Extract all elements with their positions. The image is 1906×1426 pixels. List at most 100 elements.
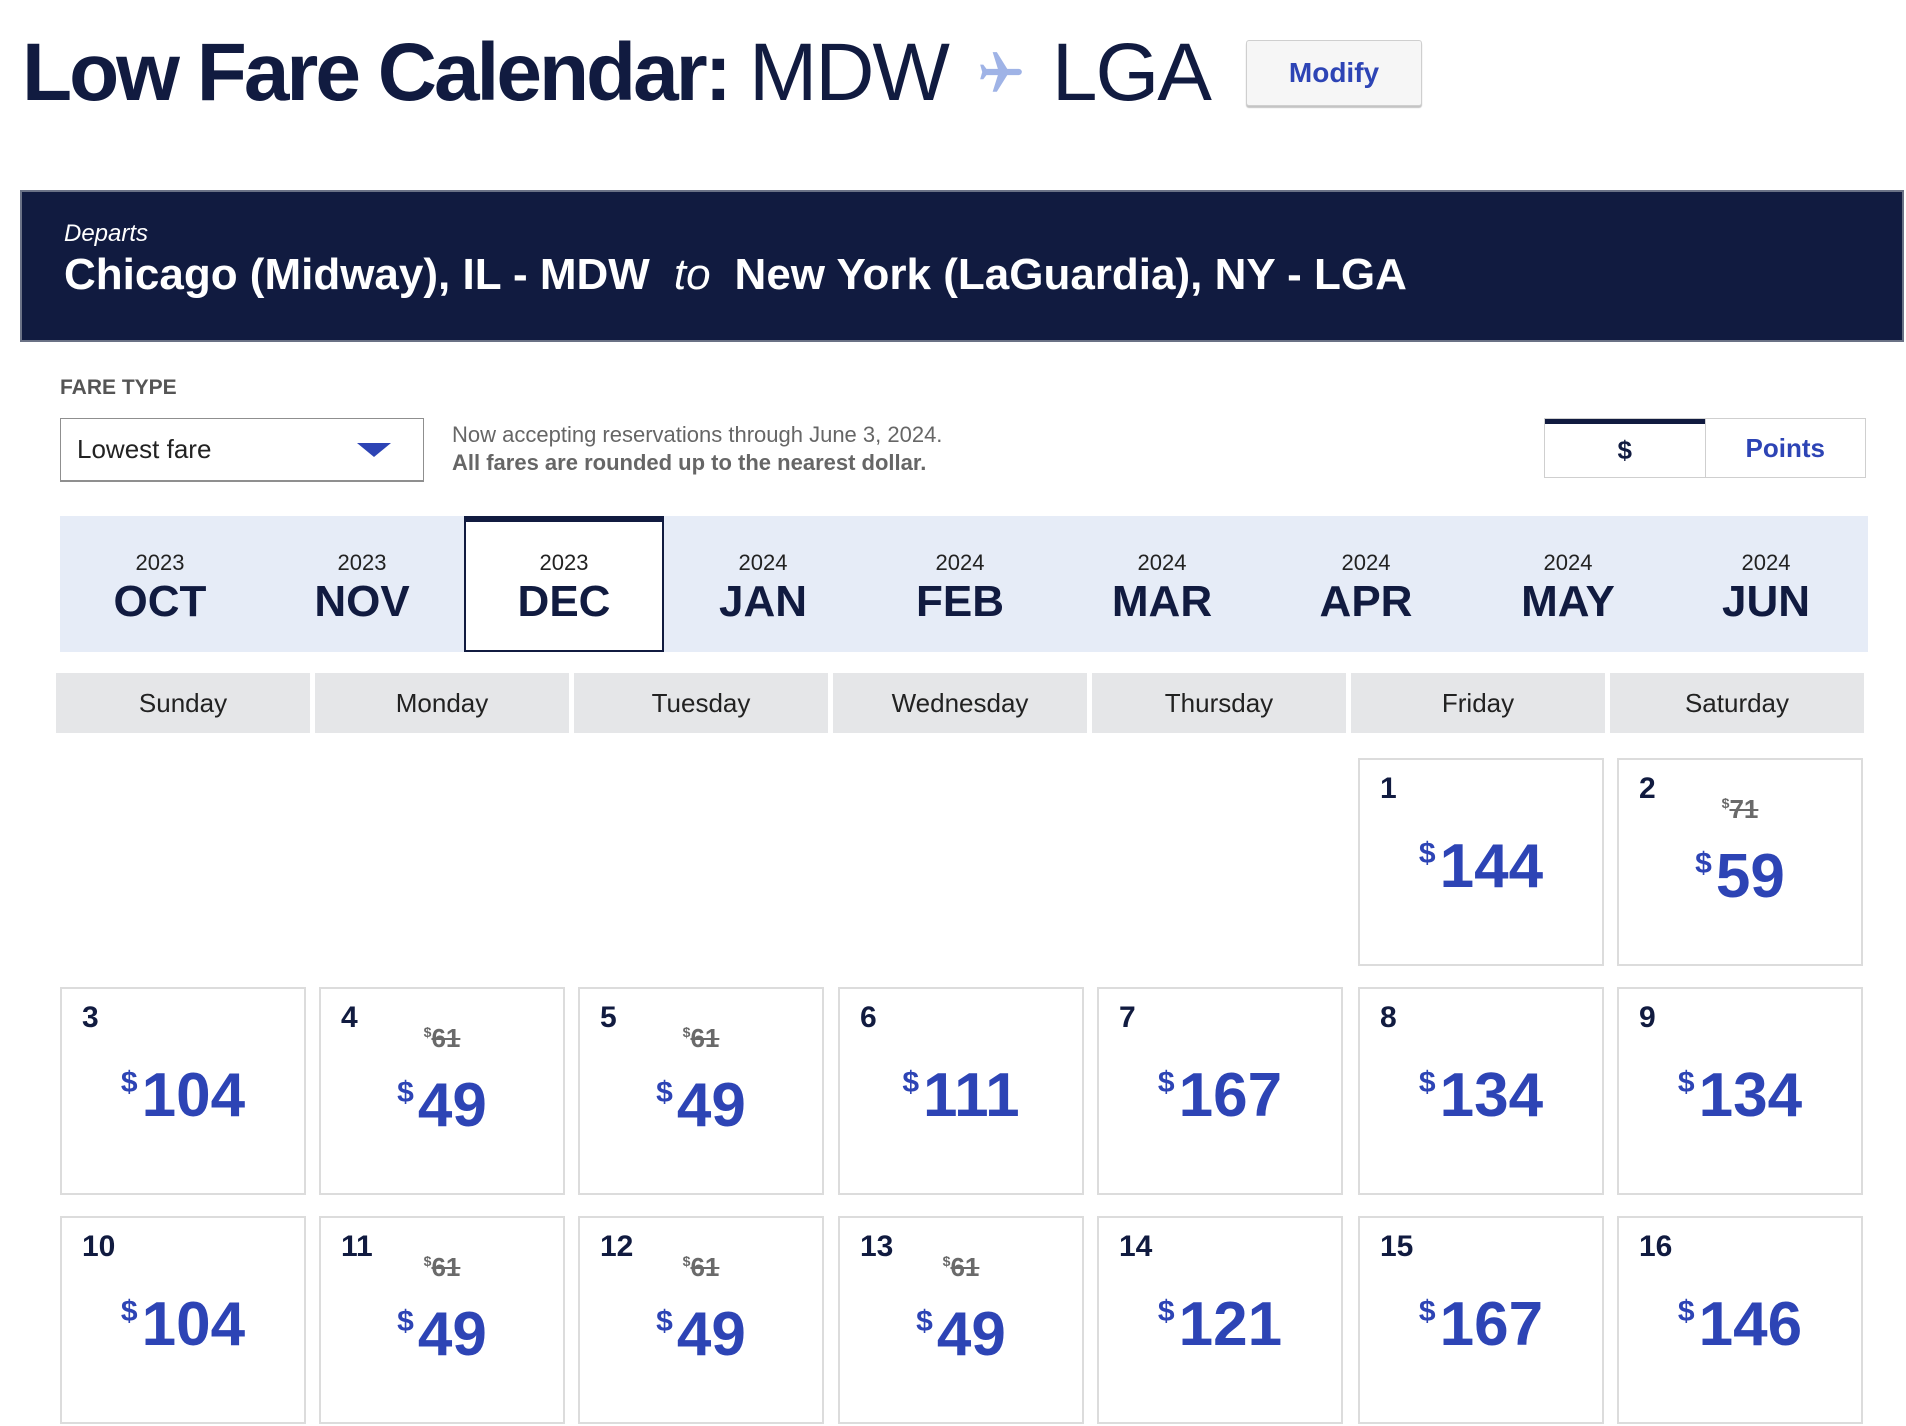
weekday-label: Friday: [1351, 673, 1605, 733]
fare-type-select[interactable]: Lowest fare: [60, 418, 424, 482]
day-number: 5: [600, 1001, 617, 1034]
calendar-day[interactable]: 1 $144: [1358, 758, 1604, 966]
currency-symbol: $: [120, 1295, 138, 1328]
weekday-header: Sunday Monday Tuesday Wednesday Thursday…: [56, 673, 1868, 733]
month-year: 2024: [1137, 550, 1187, 575]
month-year: 2024: [935, 550, 985, 575]
original-fare: $61: [321, 1023, 563, 1054]
calendar-day[interactable]: 6 $111: [838, 987, 1084, 1195]
route-text: Chicago (Midway), IL - MDW to New York (La…: [64, 250, 1407, 300]
month-tab-may[interactable]: 2024 MAY: [1468, 516, 1668, 652]
calendar-day[interactable]: 16 $146: [1617, 1216, 1863, 1424]
original-fare: $61: [840, 1252, 1082, 1283]
currency-symbol: $: [656, 1076, 673, 1109]
fare-price: $104: [62, 1272, 304, 1365]
to-label: to: [673, 250, 711, 299]
day-number: 8: [1380, 1001, 1397, 1034]
currency-symbol: $: [942, 1253, 951, 1269]
calendar-day[interactable]: 3 $104: [60, 987, 306, 1195]
fare-type-label: FARE TYPE: [60, 376, 177, 399]
fare-price: $49: [321, 1282, 563, 1375]
calendar-day[interactable]: 15 $167: [1358, 1216, 1604, 1424]
fare-amount: 134: [1439, 1061, 1544, 1130]
original-fare-amount: 61: [690, 1023, 720, 1053]
month-tab-jan[interactable]: 2024 JAN: [663, 516, 863, 652]
month-year: 2024: [1741, 550, 1791, 575]
destination-code: LGA: [1051, 27, 1212, 118]
month-tab-dec[interactable]: 2023 DEC: [464, 516, 664, 652]
plane-icon: [976, 48, 1026, 98]
calendar-day[interactable]: 14 $121: [1097, 1216, 1343, 1424]
month-year: 2023: [337, 550, 387, 575]
original-fare-amount: 61: [431, 1252, 461, 1282]
currency-symbol: $: [682, 1024, 691, 1040]
month-name: MAR: [1111, 577, 1213, 626]
fare-amount: 49: [676, 1300, 746, 1369]
month-tab-apr[interactable]: 2024 APR: [1266, 516, 1466, 652]
modify-button[interactable]: Modify: [1246, 40, 1422, 106]
reservation-notice: Now accepting reservations through June …: [452, 421, 942, 477]
month-tab-jun[interactable]: 2024 JUN: [1666, 516, 1866, 652]
day-number: 1: [1380, 772, 1397, 805]
currency-symbol: $: [1677, 1066, 1695, 1099]
fare-price: $49: [580, 1053, 822, 1146]
month-year: 2023: [539, 550, 589, 575]
page-title: Low Fare Calendar: MDW LGA: [22, 27, 1212, 118]
calendar-day[interactable]: 4 $61 $49: [319, 987, 565, 1195]
fare-amount: 49: [417, 1071, 487, 1140]
fare-price: $111: [840, 1043, 1082, 1136]
month-tab-nov[interactable]: 2023 NOV: [262, 516, 462, 652]
day-number: 11: [341, 1230, 373, 1263]
page-title-prefix: Low Fare Calendar:: [22, 27, 732, 118]
calendar-day[interactable]: 11 $61 $49: [319, 1216, 565, 1424]
fare-price: $49: [840, 1282, 1082, 1375]
currency-symbol: $: [423, 1253, 432, 1269]
fare-amount: 134: [1698, 1061, 1803, 1130]
day-number: 3: [82, 1001, 99, 1034]
currency-symbol: $: [1721, 795, 1730, 811]
origin-city: Chicago (Midway), IL - MDW: [64, 250, 650, 299]
day-number: 13: [860, 1230, 894, 1263]
month-tab-feb[interactable]: 2024 FEB: [860, 516, 1060, 652]
calendar-day[interactable]: 5 $61 $49: [578, 987, 824, 1195]
day-number: 7: [1119, 1001, 1136, 1034]
currency-toggle: $ Points: [1544, 418, 1866, 478]
calendar-day[interactable]: 10 $104: [60, 1216, 306, 1424]
calendar-day[interactable]: 12 $61 $49: [578, 1216, 824, 1424]
original-fare: $61: [580, 1252, 822, 1283]
weekday-label: Sunday: [56, 673, 310, 733]
fare-price: $134: [1619, 1043, 1861, 1136]
notice-line-1: Now accepting reservations through June …: [452, 422, 943, 447]
fare-amount: 49: [936, 1300, 1006, 1369]
month-name: JAN: [718, 577, 808, 626]
departs-label: Departs: [64, 220, 149, 247]
currency-symbol: $: [120, 1066, 138, 1099]
points-tab[interactable]: Points: [1704, 419, 1866, 477]
weekday-label: Thursday: [1092, 673, 1346, 733]
calendar-day[interactable]: 2 $71 $59: [1617, 758, 1863, 966]
original-fare-amount: 61: [690, 1252, 720, 1282]
calendar-day[interactable]: 9 $134: [1617, 987, 1863, 1195]
currency-symbol: $: [916, 1305, 933, 1338]
fare-amount: 49: [417, 1300, 487, 1369]
day-number: 4: [341, 1001, 358, 1034]
fare-price: $59: [1619, 824, 1861, 917]
month-tab-mar[interactable]: 2024 MAR: [1062, 516, 1262, 652]
fare-amount: 59: [1715, 842, 1785, 911]
currency-symbol: $: [1157, 1066, 1175, 1099]
calendar-day[interactable]: 8 $134: [1358, 987, 1604, 1195]
month-year: 2023: [135, 550, 185, 575]
currency-symbol: $: [1418, 837, 1436, 870]
currency-symbol: $: [656, 1305, 673, 1338]
calendar-day[interactable]: 7 $167: [1097, 987, 1343, 1195]
month-tab-oct[interactable]: 2023 OCT: [60, 516, 260, 652]
currency-symbol: $: [423, 1024, 432, 1040]
original-fare: $61: [321, 1252, 563, 1283]
original-fare-amount: 61: [431, 1023, 461, 1053]
weekday-label: Tuesday: [574, 673, 828, 733]
dollars-tab[interactable]: $: [1545, 419, 1705, 477]
currency-symbol: $: [902, 1066, 920, 1099]
fare-price: $104: [62, 1043, 304, 1136]
calendar-day[interactable]: 13 $61 $49: [838, 1216, 1084, 1424]
currency-symbol: $: [1418, 1066, 1436, 1099]
